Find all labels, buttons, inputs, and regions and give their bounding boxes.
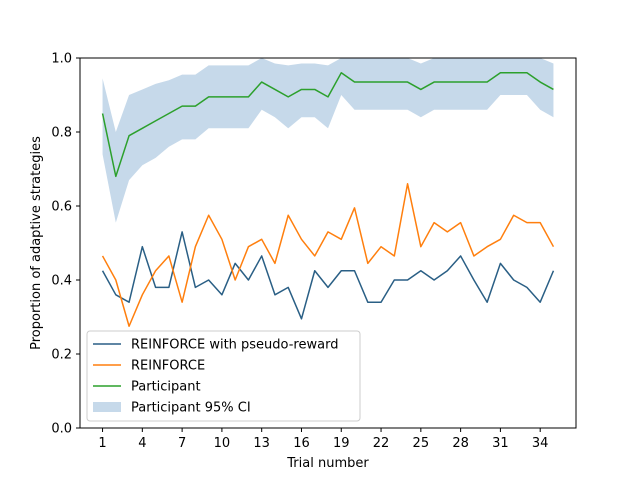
y-tick-label: 1.0 (51, 52, 72, 67)
x-tick-label: 13 (253, 436, 270, 451)
y-tick-label: 0.2 (51, 348, 72, 363)
series-line-0 (101, 231, 555, 320)
series-line-2 (101, 72, 554, 178)
y-tick-label: 0.4 (51, 274, 72, 289)
x-tick-label: 19 (333, 436, 350, 451)
plot-area (101, 58, 555, 327)
x-tick-label: 16 (293, 436, 310, 451)
x-tick-label: 28 (452, 436, 469, 451)
x-tick-label: 22 (373, 436, 390, 451)
series-line-1 (101, 183, 555, 327)
legend-label-ci: Participant 95% CI (131, 401, 251, 416)
x-tick-label: 25 (413, 436, 430, 451)
legend-label-1: REINFORCE (131, 359, 205, 374)
legend: REINFORCE with pseudo-reward REINFORCE Par… (86, 330, 361, 422)
legend-swatch-ci (93, 402, 121, 412)
x-tick-label: 1 (98, 436, 106, 451)
x-axis-label: Trial number (286, 456, 369, 471)
y-tick-label: 0.0 (51, 422, 72, 437)
legend-box (86, 330, 361, 422)
x-tick-label: 4 (138, 436, 146, 451)
participant-ci-band (102, 58, 554, 223)
plot-marks (101, 58, 555, 327)
x-tick-label: 7 (178, 436, 186, 451)
axis-ticks: 1 4 7 10 13 16 19 22 25 28 31 34 0.0 0.2 0.4 0.6 0.8 1.0 (51, 52, 548, 452)
legend-label-0: REINFORCE with pseudo-reward (131, 338, 338, 353)
legend-label-2: Participant (131, 380, 201, 395)
y-tick-label: 0.6 (51, 200, 72, 215)
axes-frame (79, 57, 577, 429)
x-tick-label: 31 (492, 436, 509, 451)
x-tick-label: 34 (532, 436, 549, 451)
y-tick-label: 0.8 (51, 126, 72, 141)
y-axis-label: Proportion of adaptive strategies (29, 136, 44, 350)
x-tick-label: 10 (214, 436, 231, 451)
